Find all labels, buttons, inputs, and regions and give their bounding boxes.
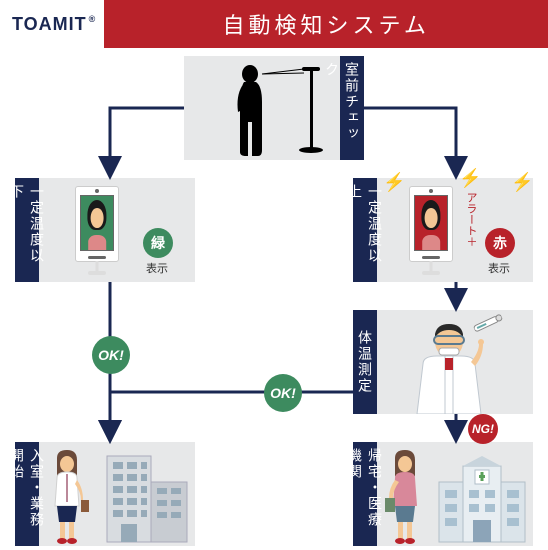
- device-green: [75, 186, 119, 262]
- label-temp-above: 一定温度以上: [353, 178, 377, 282]
- panel-temp-ok: 一定温度以下 緑 表示: [15, 178, 195, 282]
- silhouette-person: [216, 62, 326, 158]
- panel-entry-check: 外来者の入室前チェック: [184, 56, 364, 160]
- zap-icon: ⚡: [459, 168, 481, 189]
- panel-gohome: 帰宅・医療機関: [353, 442, 533, 546]
- panel-temp-measure: 体温測定: [353, 310, 533, 414]
- ng-badge: NG!: [468, 414, 498, 444]
- brand-reg: ®: [89, 14, 97, 24]
- label-enter: 入室・業務開始: [15, 442, 39, 546]
- alert-text: アラート＋: [463, 192, 479, 247]
- brand-logo: TOAMIT®: [0, 14, 96, 35]
- zap-icon: ⚡: [511, 172, 533, 193]
- panel-enter: 入室・業務開始: [15, 442, 195, 546]
- title-bar: 自動検知システム: [104, 0, 548, 48]
- woman2-illustration: [381, 450, 431, 544]
- woman-illustration: [43, 450, 93, 544]
- label-temp-below: 一定温度以下: [15, 178, 39, 282]
- ok-badge-mid: OK!: [264, 374, 302, 412]
- brand-text: TOAMIT: [12, 14, 87, 34]
- label-entry-check: 外来者の入室前チェック: [340, 56, 364, 160]
- building-illustration: [101, 452, 191, 544]
- label-temp-measure: 体温測定: [353, 310, 377, 414]
- title-text: 自動検知システム: [222, 8, 429, 40]
- badge-green-sub: 表示: [146, 260, 168, 276]
- doctor-illustration: [401, 322, 511, 414]
- badge-red: 赤: [485, 228, 515, 258]
- badge-green: 緑: [143, 228, 173, 258]
- device-red: [409, 186, 453, 262]
- header: TOAMIT® 自動検知システム: [0, 0, 548, 48]
- panel-temp-ng: 一定温度以上 ⚡ ⚡ ⚡ アラート＋ 赤 表示: [353, 178, 533, 282]
- zap-icon: ⚡: [383, 172, 405, 193]
- badge-red-sub: 表示: [488, 260, 510, 276]
- ok-badge-left: OK!: [92, 336, 130, 374]
- label-go-home: 帰宅・医療機関: [353, 442, 377, 546]
- hospital-illustration: [435, 456, 529, 544]
